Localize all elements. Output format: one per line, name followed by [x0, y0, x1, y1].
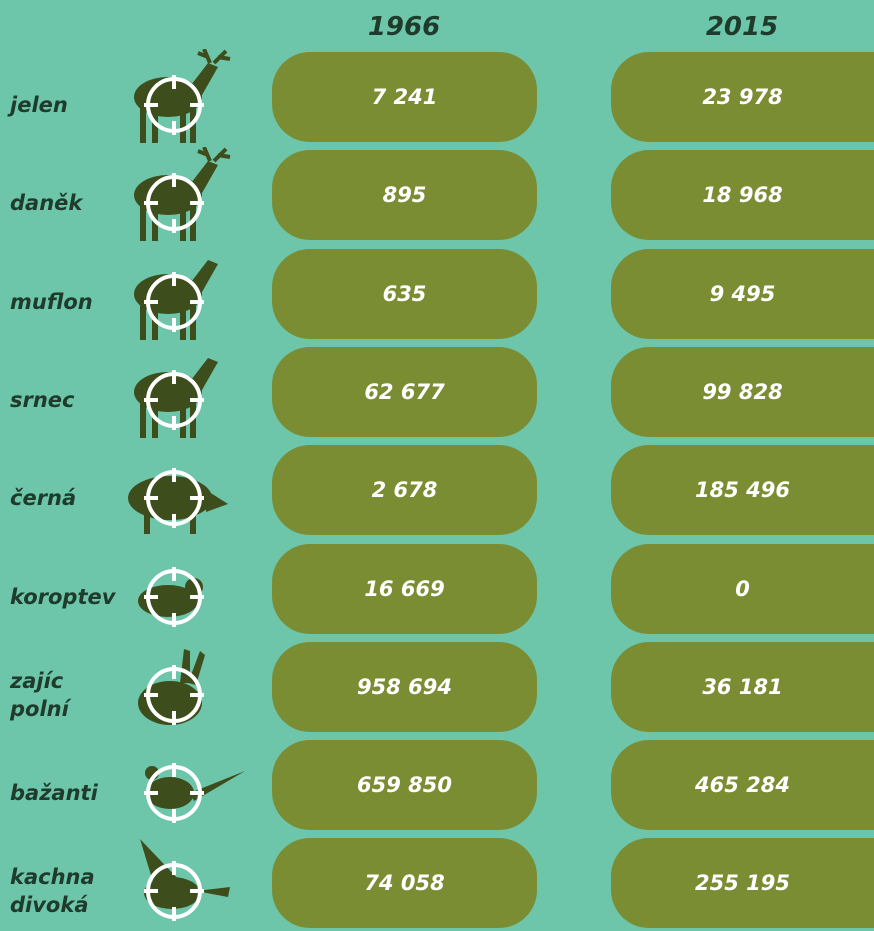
- value-pill: 9 495: [611, 248, 874, 339]
- value-pill: 255 195: [611, 838, 874, 929]
- label-line: zajíc: [10, 668, 64, 693]
- value-pill: 895: [272, 150, 537, 241]
- row-label: srnec: [10, 386, 130, 414]
- label-line: polní: [10, 696, 69, 721]
- animal-icon: [144, 763, 245, 824]
- animal-icon: [128, 468, 228, 535]
- column-header: 2015: [705, 12, 779, 42]
- value-pill: 659 850: [272, 740, 537, 831]
- column-header: 1966: [367, 12, 441, 42]
- value-pill: 16 669: [272, 543, 537, 634]
- row-label: zajíc polní: [10, 667, 130, 723]
- value-pill: 0: [611, 543, 874, 634]
- label-line: daněk: [10, 191, 83, 216]
- value-pill: 958 694: [272, 641, 537, 732]
- value-pill: 2 678: [272, 445, 537, 536]
- row-label: bažanti: [10, 779, 130, 807]
- label-line: srnec: [10, 387, 75, 412]
- row-label: kachna divoká: [10, 863, 130, 919]
- animal-icon: [134, 357, 218, 438]
- animal-icon: [134, 49, 231, 143]
- row-label: daněk: [10, 189, 130, 217]
- value-pill: 23 978: [611, 52, 874, 142]
- animal-icon: [134, 259, 218, 340]
- label-line: muflon: [10, 289, 93, 314]
- label-line: divoká: [10, 893, 89, 918]
- row-label: černá: [10, 484, 130, 512]
- label-line: bažanti: [10, 781, 98, 806]
- value-pill: 7 241: [272, 52, 537, 142]
- animal-icon: [134, 147, 231, 242]
- value-pill: 62 677: [272, 346, 537, 437]
- value-pill: 465 284: [611, 740, 874, 831]
- value-pill: 99 828: [611, 346, 874, 437]
- animal-icon: [138, 566, 204, 627]
- value-pill: 18 968: [611, 150, 874, 241]
- value-pill: 74 058: [272, 838, 537, 929]
- label-line: černá: [10, 486, 77, 511]
- animal-icon: [138, 648, 205, 725]
- label-line: kachna: [10, 865, 95, 890]
- value-pill: 185 496: [611, 445, 874, 536]
- row-label: muflon: [10, 288, 130, 316]
- row-label: koroptev: [10, 583, 130, 611]
- value-pill: 635: [272, 248, 537, 339]
- label-line: jelen: [10, 93, 68, 117]
- row-label: jelen: [10, 91, 130, 119]
- label-line: koroptev: [10, 584, 116, 609]
- value-pill: 36 181: [611, 641, 874, 732]
- animal-icon: [140, 839, 230, 922]
